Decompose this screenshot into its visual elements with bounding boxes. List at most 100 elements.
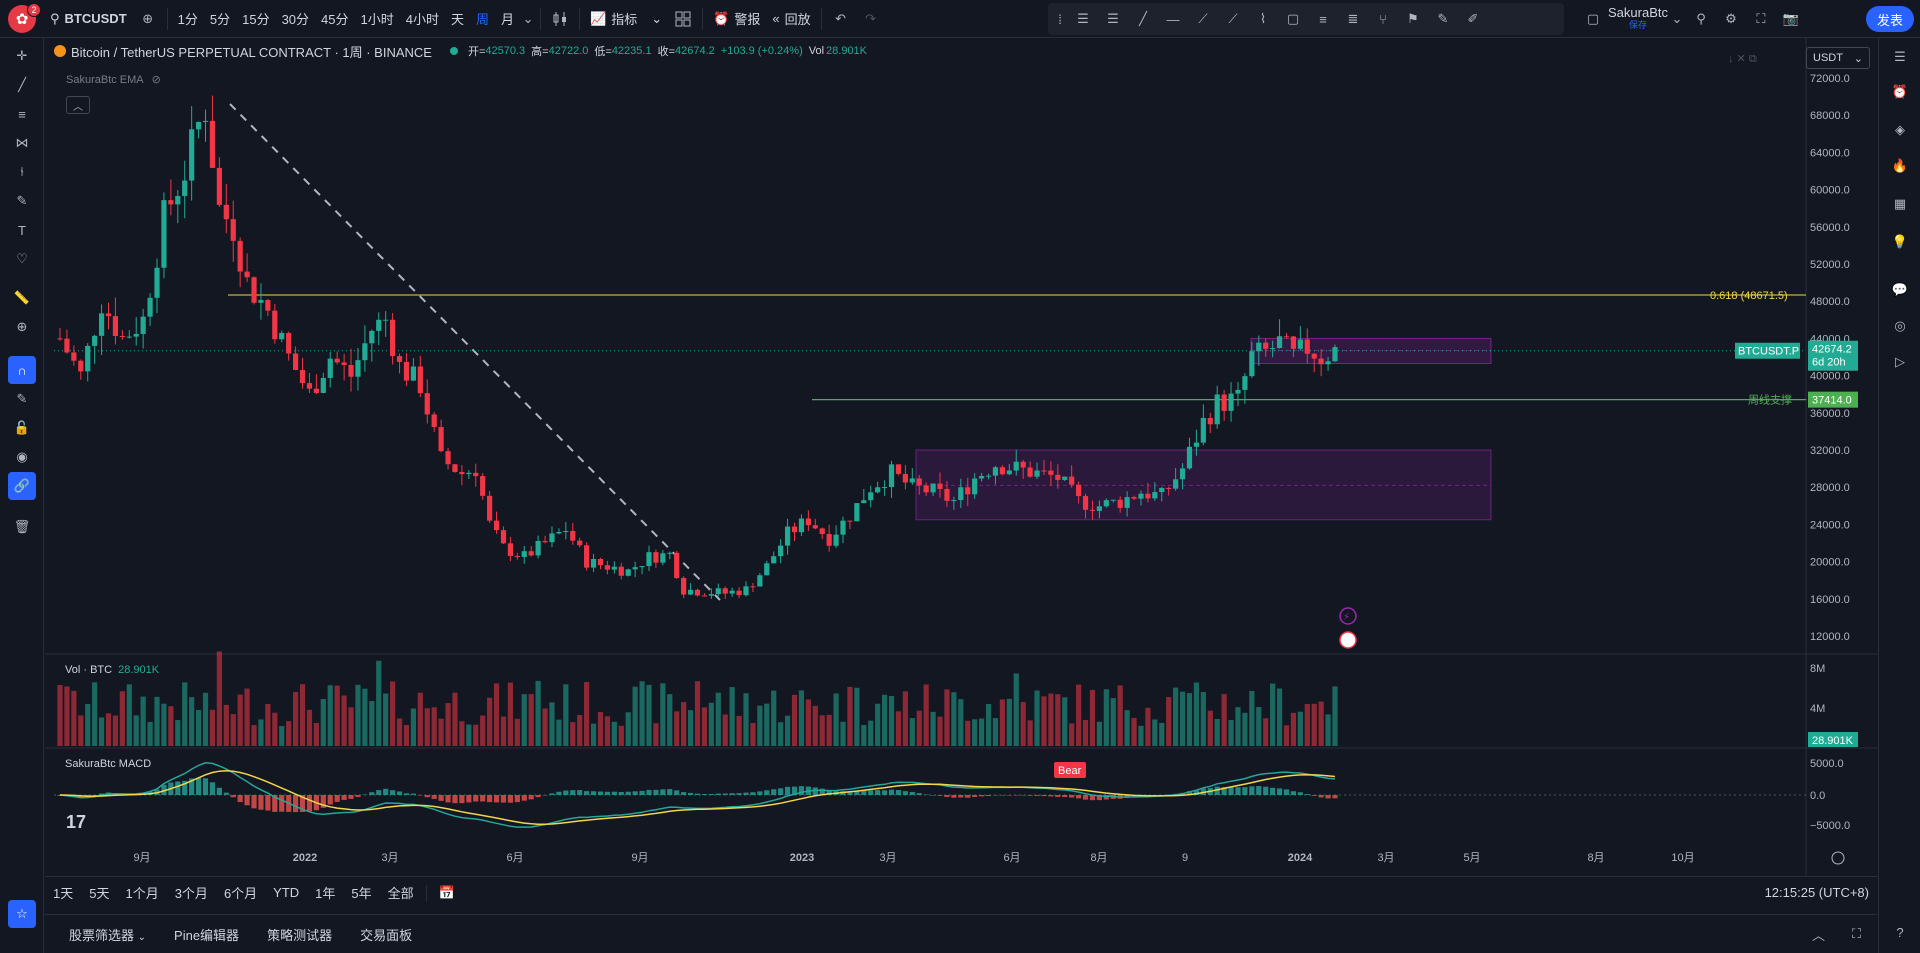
range-6m[interactable]: 6个月 — [223, 886, 258, 901]
interval-4h[interactable]: 4小时 — [405, 12, 439, 27]
volume-bar — [1152, 719, 1158, 746]
interval-30m[interactable]: 30分 — [281, 12, 310, 27]
candle-type-icon[interactable] — [545, 0, 575, 38]
alert-button[interactable]: ⏰ 警报 — [707, 0, 766, 38]
candle-body — [168, 200, 174, 205]
interval-1w[interactable]: 周 — [476, 12, 490, 27]
layers-icon[interactable]: ◈ — [1895, 122, 1905, 137]
regression-channel-icon[interactable]: ☰ — [1107, 11, 1119, 26]
trash-icon[interactable]: 🗑 — [13, 519, 31, 534]
range-1y[interactable]: 1年 — [315, 886, 336, 901]
favorites-star-icon[interactable]: ☆ — [8, 900, 36, 928]
layout-square-icon[interactable]: ▢ — [1586, 11, 1600, 26]
range-all[interactable]: 全部 — [387, 886, 414, 901]
watchlist-icon[interactable]: ☰ — [1894, 49, 1906, 64]
indicators-button[interactable]: 📈 指标 ⌄ — [584, 0, 668, 38]
replay-button[interactable]: « 回放 — [766, 0, 816, 38]
layout-save-box[interactable]: ▢ SakuraBtc 保存 ⌄ ⚲ ⚙ ⛶ 📷 — [1578, 0, 1806, 38]
ruler-icon[interactable]: 📏 — [13, 290, 31, 305]
range-5d[interactable]: 5天 — [89, 886, 110, 901]
ideas-bulb-icon[interactable]: 💡 — [1891, 234, 1909, 249]
interval-1d[interactable]: 天 — [450, 12, 464, 27]
layout-grid-icon[interactable] — [668, 0, 698, 38]
extended-line-icon[interactable]: ⟋ — [1228, 11, 1238, 26]
flag-icon[interactable]: ⚑ — [1407, 11, 1419, 26]
streams-icon[interactable]: ◎ — [1894, 318, 1906, 333]
interval-45m[interactable]: 45分 — [321, 12, 349, 27]
fullscreen-icon[interactable]: ⛶ — [1756, 11, 1766, 26]
compare-add-icon[interactable]: ⊕ — [142, 10, 154, 26]
trend-line-icon[interactable]: ╱ — [1139, 11, 1147, 26]
pattern-tool-icon[interactable]: ⋈ — [15, 135, 29, 150]
chat-icon[interactable]: 💬 — [1891, 282, 1909, 297]
user-avatar[interactable]: ✿ 2 — [0, 0, 44, 38]
tab-screener[interactable]: 股票筛选器 ⌄ — [55, 925, 160, 944]
heart-icon[interactable]: ♡ — [16, 251, 28, 266]
clock[interactable]: 12:15:25 (UTC+8) — [1764, 885, 1869, 900]
tab-trading-panel[interactable]: 交易面板 — [360, 927, 413, 943]
interval-1h[interactable]: 1小时 — [360, 12, 394, 27]
range-ytd[interactable]: YTD — [273, 885, 300, 900]
currency-select[interactable]: USDT ⌄ — [1806, 47, 1870, 69]
fib-tool-icon[interactable]: ≡ — [18, 106, 26, 122]
chevron-up-icon: ︿ — [73, 101, 83, 113]
ema-indicator-label[interactable]: SakuraBtc EMA — [66, 73, 144, 86]
path-icon[interactable]: ⌇ — [1259, 11, 1267, 26]
maximize-panel-icon[interactable]: ⛶ — [1851, 926, 1861, 941]
gear-icon[interactable]: ⚙ — [1725, 11, 1737, 26]
crosshair-icon[interactable]: ✛ — [16, 48, 28, 63]
interval-1mo[interactable]: 月 — [501, 12, 515, 27]
goto-date-icon[interactable]: 📅 — [425, 884, 463, 901]
range-5y[interactable]: 5年 — [351, 886, 372, 901]
symbol-search[interactable]: ⚲ BTCUSDT — [44, 0, 133, 38]
tab-pine-editor[interactable]: Pine编辑器 — [174, 927, 240, 943]
brush-tool-icon[interactable]: ✎ — [16, 193, 28, 208]
horizontal-line-icon[interactable]: — — [1166, 11, 1180, 27]
range-3m[interactable]: 3个月 — [174, 886, 208, 901]
candle-body — [306, 383, 313, 389]
tab-strategy-tester[interactable]: 策略测试器 — [267, 927, 333, 943]
interval-1m[interactable]: 1分 — [177, 12, 198, 27]
pencil-lock-icon[interactable]: ✎ — [16, 391, 28, 406]
calendar-icon[interactable]: ▦ — [1893, 196, 1907, 211]
chevron-down-icon[interactable]: ⌄ — [1671, 11, 1683, 26]
redo-icon[interactable]: ↷ — [865, 10, 877, 26]
collapse-legend-button[interactable]: ︿ — [66, 96, 90, 114]
volume-bar — [819, 715, 825, 746]
fib-retracement-icon[interactable]: ≡ — [1319, 11, 1327, 27]
interval-5m[interactable]: 5分 — [209, 12, 231, 27]
rectangle-icon[interactable]: ▢ — [1286, 11, 1300, 26]
range-1m[interactable]: 1个月 — [125, 886, 159, 901]
text-tool-icon[interactable]: T — [18, 222, 26, 238]
brush-icon[interactable]: ✎ — [1437, 11, 1449, 26]
magnet-icon[interactable]: ∩ — [8, 356, 36, 384]
publish-button[interactable]: 发表 — [1866, 6, 1914, 32]
chevron-down-icon[interactable]: ⌄ — [522, 10, 534, 26]
chart-title[interactable]: Bitcoin / TetherUS PERPETUAL CONTRACT · … — [71, 44, 432, 60]
parallel-channel-icon[interactable]: ☰ — [1077, 11, 1089, 26]
highlighter-icon[interactable]: ✐ — [1467, 11, 1479, 26]
camera-icon[interactable]: 📷 — [1782, 11, 1800, 26]
candle-body — [480, 476, 486, 496]
eye-off-icon[interactable]: ⊘ — [151, 74, 161, 86]
lock-icon[interactable]: 🔓 — [13, 420, 31, 435]
ray-icon[interactable]: ⟋ — [1198, 11, 1208, 26]
alerts-clock-icon[interactable]: ⏰ — [1891, 84, 1909, 99]
pitchfork-icon[interactable]: ⑂ — [1379, 11, 1387, 27]
undo-icon[interactable]: ↶ — [835, 10, 847, 26]
forecast-tool-icon[interactable]: ⫮ — [20, 164, 24, 179]
fib-extension-icon[interactable]: ≣ — [1347, 11, 1359, 26]
link-icon[interactable]: 🔗 — [8, 472, 36, 500]
collapse-panel-icon[interactable]: ︿ — [1811, 927, 1825, 943]
play-icon[interactable]: ▷ — [1895, 354, 1905, 369]
range-1d[interactable]: 1天 — [53, 886, 74, 901]
help-icon[interactable]: ? — [1896, 924, 1904, 940]
interval-15m[interactable]: 15分 — [242, 12, 270, 27]
eye-icon[interactable]: ◉ — [16, 449, 28, 464]
trend-line-tool-icon[interactable]: ╱ — [18, 77, 26, 92]
drag-handle-icon[interactable]: ⁞ — [1058, 11, 1062, 27]
zoom-in-icon[interactable]: ⊕ — [16, 319, 28, 334]
quick-search-icon[interactable]: ⚲ — [1696, 11, 1706, 26]
hotlist-fire-icon[interactable]: 🔥 — [1891, 158, 1909, 173]
